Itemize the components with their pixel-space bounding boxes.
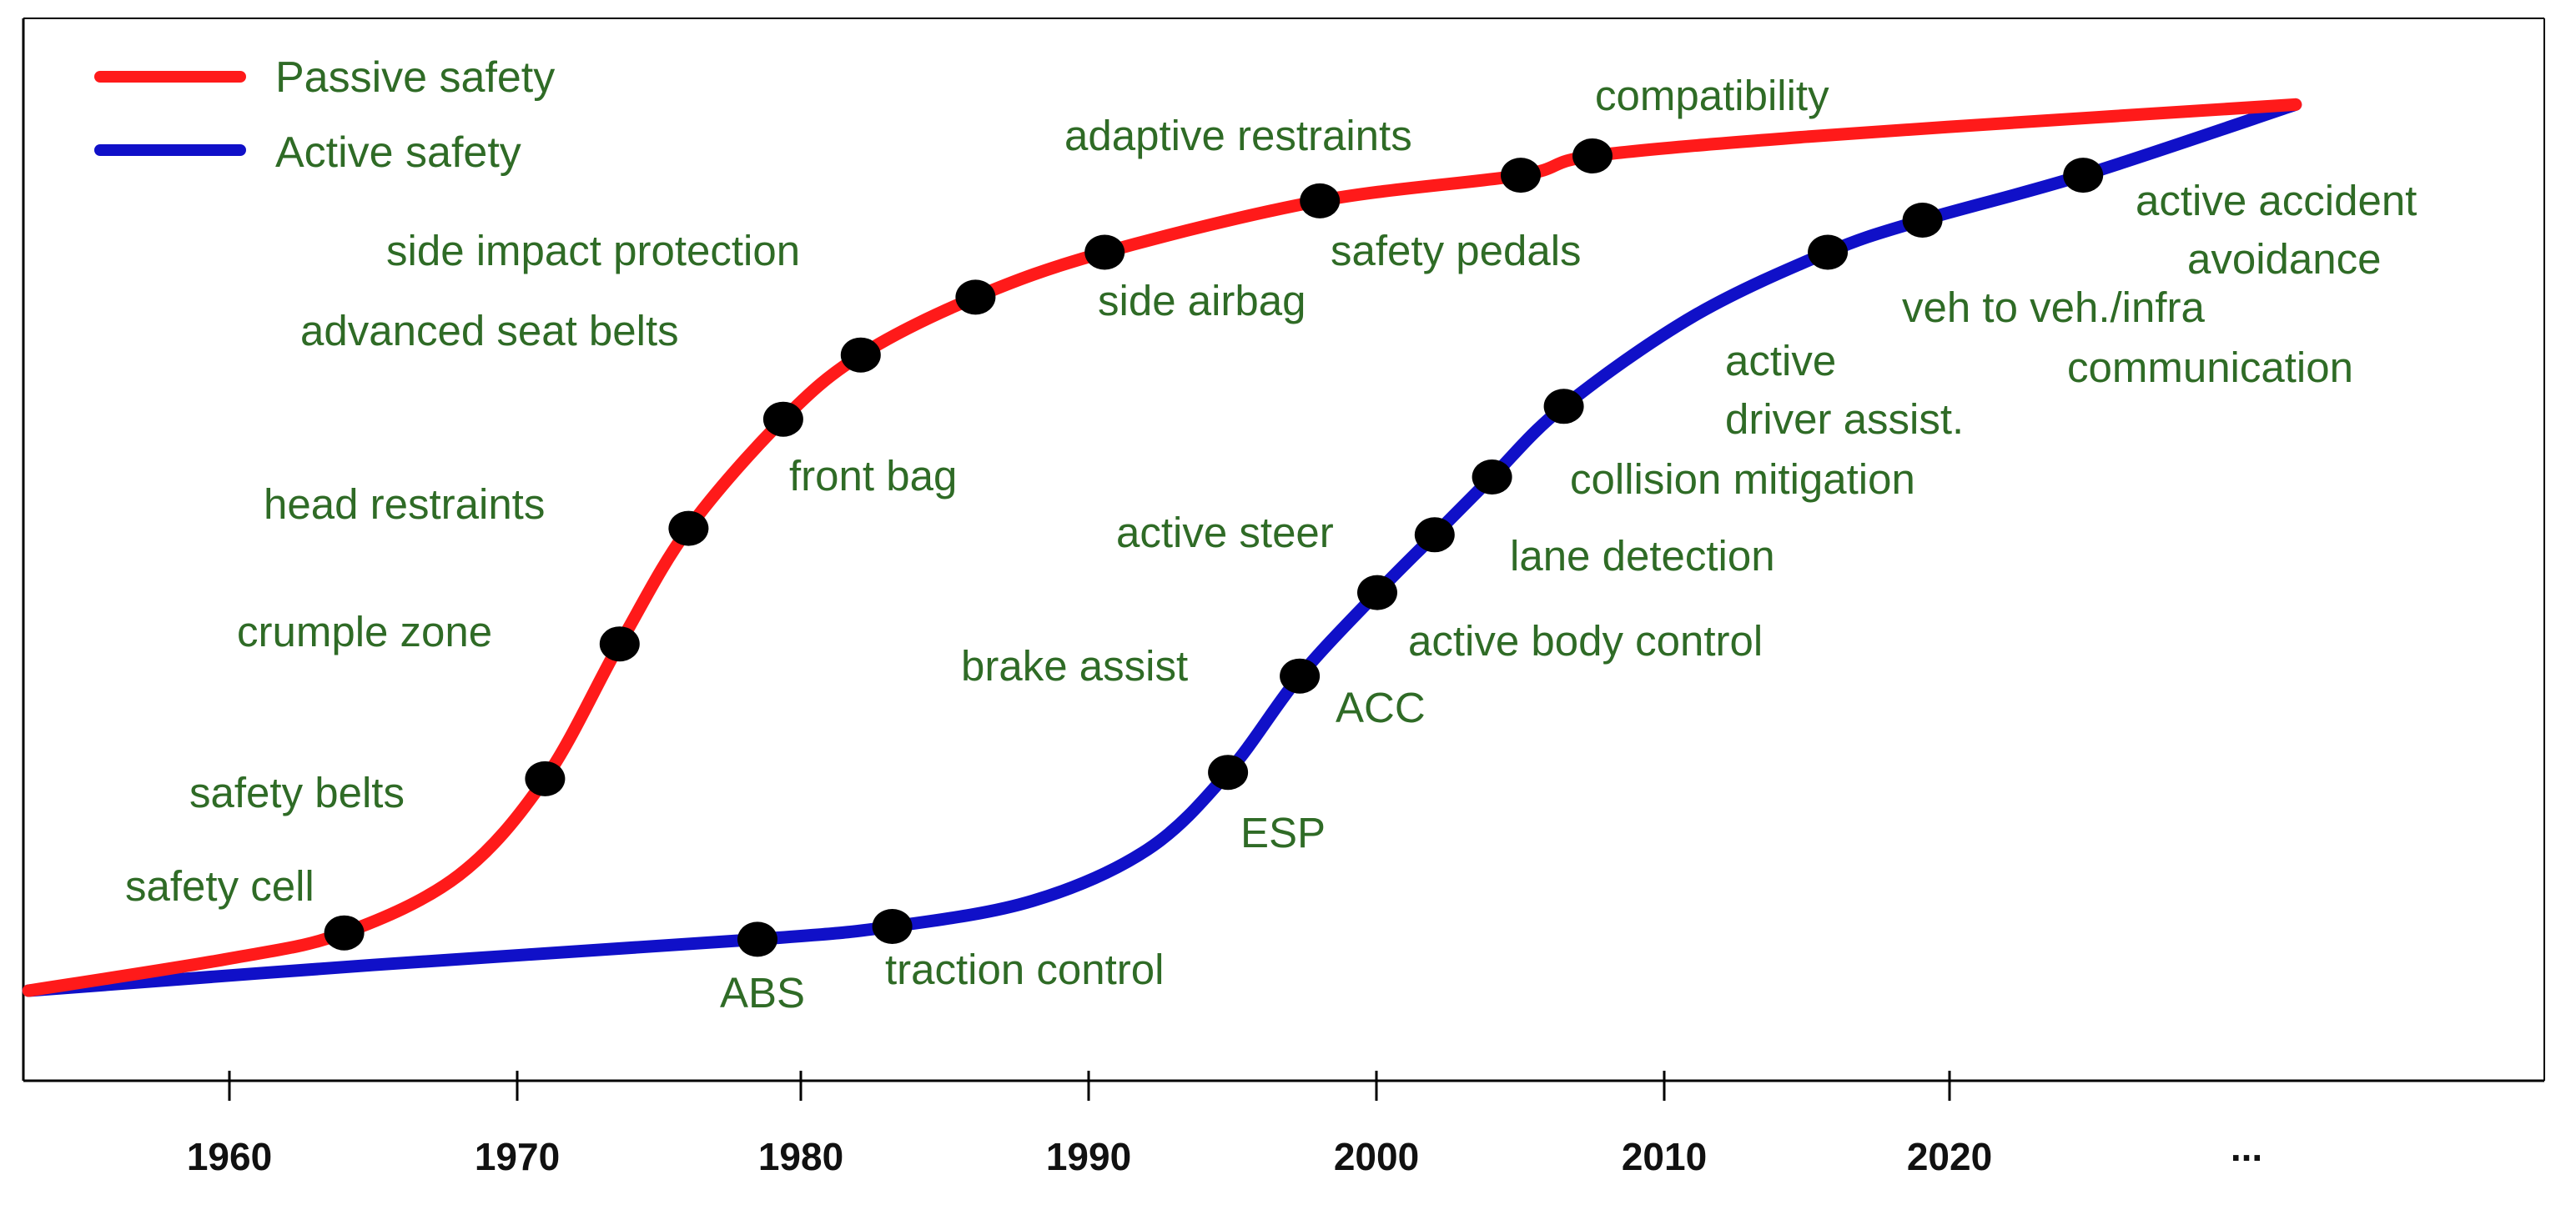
marker-abs <box>737 921 777 957</box>
label-head-restraints: head restraints <box>264 480 545 528</box>
label-veh-comm-line1: veh to veh./infra <box>1902 284 2206 331</box>
marker-front-bag <box>762 401 803 437</box>
label-compatibility: compatibility <box>1595 72 1829 119</box>
label-active-steer: active steer <box>1116 509 1334 556</box>
passive-labels: safety cell safety belts crumple zone he… <box>125 72 1829 910</box>
label-safety-pedals: safety pedals <box>1331 227 1582 274</box>
marker-lane-detection <box>1472 459 1512 495</box>
marker-collision-mitigation <box>1543 389 1584 424</box>
tick-label-ellipsis: ... <box>2231 1126 2262 1169</box>
label-traction-control: traction control <box>885 946 1165 993</box>
label-active-accident-line1: active accident <box>2136 177 2417 224</box>
tick-label-2010: 2010 <box>1622 1135 1707 1178</box>
marker-acc <box>1280 658 1321 694</box>
marker-active-body-control <box>1357 575 1397 610</box>
label-adaptive-restraints: adaptive restraints <box>1064 112 1412 159</box>
tick-label-2000: 2000 <box>1334 1135 1419 1178</box>
label-safety-cell: safety cell <box>125 862 314 910</box>
marker-veh-to-veh-infra-communication <box>1902 203 1943 238</box>
label-side-airbag: side airbag <box>1098 277 1306 324</box>
marker-adaptive-restraints <box>1501 158 1541 193</box>
label-active-driver-assist-line1: active <box>1725 337 1836 384</box>
marker-safety-cell <box>324 915 365 951</box>
tick-label-1970: 1970 <box>475 1135 560 1178</box>
label-collision-mitigation: collision mitigation <box>1570 455 1915 503</box>
marker-crumple-zone <box>599 626 640 662</box>
marker-esp <box>1208 755 1249 791</box>
label-side-impact-protection: side impact protection <box>386 227 800 274</box>
marker-traction-control <box>872 909 913 944</box>
marker-safety-belts <box>525 761 566 796</box>
label-acc: ACC <box>1336 684 1426 731</box>
active-labels: ABS traction control ESP ACC brake assis… <box>720 177 2417 1017</box>
marker-active-steer <box>1414 517 1455 553</box>
tick-label-1960: 1960 <box>187 1135 272 1178</box>
axes <box>22 18 2545 1082</box>
label-abs: ABS <box>720 969 805 1017</box>
marker-head-restraints <box>668 510 709 546</box>
legend: Passive safety Active safety <box>94 53 555 177</box>
label-active-accident-line2: avoidance <box>2187 235 2382 283</box>
active-safety-curve <box>22 98 2302 997</box>
x-tick-marks <box>228 1071 1951 1101</box>
label-esp: ESP <box>1240 809 1326 856</box>
marker-side-airbag <box>1084 234 1125 270</box>
tick-label-1990: 1990 <box>1046 1135 1131 1178</box>
marker-active-accident-avoidance <box>2063 158 2104 193</box>
tick-label-2020: 2020 <box>1907 1135 1992 1178</box>
legend-label-passive: Passive safety <box>275 53 555 102</box>
label-brake-assist: brake assist <box>961 642 1188 690</box>
passive-safety-curve <box>22 98 2302 997</box>
label-active-body-control: active body control <box>1408 617 1763 665</box>
label-front-bag: front bag <box>789 452 957 500</box>
marker-advanced-seat-belts <box>840 337 881 373</box>
label-active-driver-assist-line2: driver assist. <box>1725 395 1964 443</box>
x-tick-labels: 1960 1970 1980 1990 2000 2010 2020 ... <box>187 1126 2262 1178</box>
label-veh-comm-line2: communication <box>2067 344 2353 391</box>
label-lane-detection: lane detection <box>1510 532 1775 580</box>
marker-side-impact-protection <box>955 279 996 315</box>
label-advanced-seat-belts: advanced seat belts <box>300 307 679 354</box>
label-crumple-zone: crumple zone <box>237 608 492 655</box>
label-safety-belts: safety belts <box>189 769 405 816</box>
legend-label-active: Active safety <box>275 128 521 177</box>
marker-compatibility <box>1572 138 1613 173</box>
tick-label-1980: 1980 <box>758 1135 843 1178</box>
event-markers <box>324 138 2104 957</box>
marker-active-driver-assist <box>1808 234 1849 270</box>
marker-safety-pedals <box>1300 183 1341 218</box>
